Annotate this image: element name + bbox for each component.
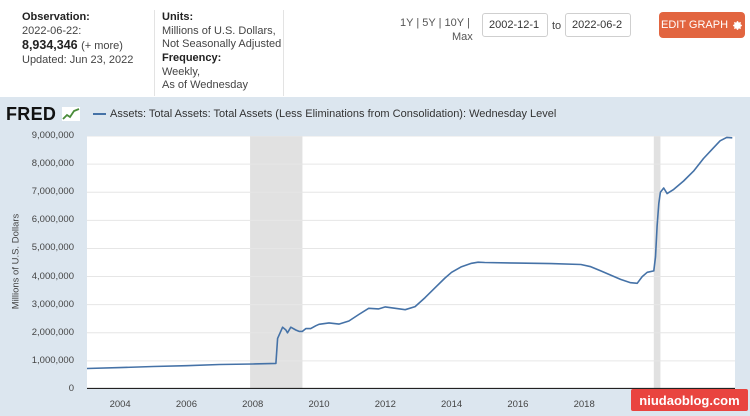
range-separator: |: [416, 17, 420, 29]
y-tick-label: 9,000,000: [31, 130, 74, 141]
legend-line-swatch: [93, 113, 106, 115]
series-line[interactable]: [87, 136, 733, 370]
range-selector: 1Y | 5Y | 10Y |: [400, 17, 470, 29]
y-tick-label: 3,000,000: [31, 298, 74, 310]
x-tick-label: 2004: [109, 399, 131, 410]
legend-series-label[interactable]: Assets: Total Assets: Total Assets (Less…: [110, 108, 557, 120]
gear-icon: [733, 20, 742, 30]
range-5y[interactable]: 5Y: [422, 17, 436, 29]
range-1y[interactable]: 1Y: [400, 17, 414, 29]
x-tick-label: 2010: [308, 399, 330, 410]
y-tick-label: 1,000,000: [31, 354, 74, 366]
y-tick-label: 5,000,000: [31, 242, 74, 254]
start-date-input[interactable]: [482, 13, 548, 37]
y-tick-label: 8,000,000: [31, 158, 74, 170]
units-value-line1: Millions of U.S. Dollars,: [162, 25, 276, 37]
x-tick-label: 2016: [507, 399, 529, 410]
x-tick-label: 2008: [242, 399, 264, 410]
divider: [283, 10, 284, 96]
x-tick-label: 2018: [573, 399, 595, 410]
observation-label: Observation:: [22, 11, 90, 23]
y-tick-label: 7,000,000: [31, 186, 74, 198]
fred-logo-text: FRED: [6, 104, 57, 124]
to-label: to: [552, 20, 562, 32]
recession-band: [653, 136, 661, 389]
end-date-input[interactable]: [565, 13, 631, 37]
plot-area: [87, 136, 735, 389]
frequency-label: Frequency:: [162, 52, 222, 64]
x-tick-label: 2014: [441, 399, 463, 410]
line-chart: [87, 136, 735, 389]
edit-graph-button[interactable]: EDIT GRAPH: [659, 12, 745, 38]
fred-logo-chart-icon: [61, 107, 80, 121]
observation-value: 8,934,346: [22, 38, 78, 52]
x-tick-label: 2006: [175, 399, 197, 410]
frequency-value-line2: As of Wednesday: [162, 79, 249, 91]
units-label: Units:: [162, 11, 194, 23]
y-tick-label: 4,000,000: [31, 270, 74, 282]
range-10y[interactable]: 10Y: [444, 17, 464, 29]
range-separator: |: [438, 17, 442, 29]
observation-value-row: 8,934,346 (+ more): [22, 38, 123, 52]
edit-graph-label: EDIT GRAPH: [660, 19, 729, 31]
frequency-value-line1: Weekly,: [162, 66, 201, 78]
x-tick-label: 2012: [374, 399, 396, 410]
divider: [154, 10, 155, 96]
observation-date: 2022-06-22:: [22, 25, 82, 37]
y-tick-label: 2,000,000: [31, 326, 74, 338]
watermark: niudaoblog.com: [631, 389, 748, 411]
range-max[interactable]: Max: [452, 31, 473, 43]
fred-logo: FRED: [6, 104, 80, 125]
updated-date: Updated: Jun 23, 2022: [22, 54, 134, 66]
y-tick-label: 6,000,000: [31, 214, 74, 226]
y-tick-label: 0: [68, 383, 74, 394]
units-value-line2: Not Seasonally Adjusted: [162, 38, 282, 50]
more-observations-link[interactable]: (+ more): [81, 40, 123, 52]
range-separator: |: [466, 17, 470, 29]
